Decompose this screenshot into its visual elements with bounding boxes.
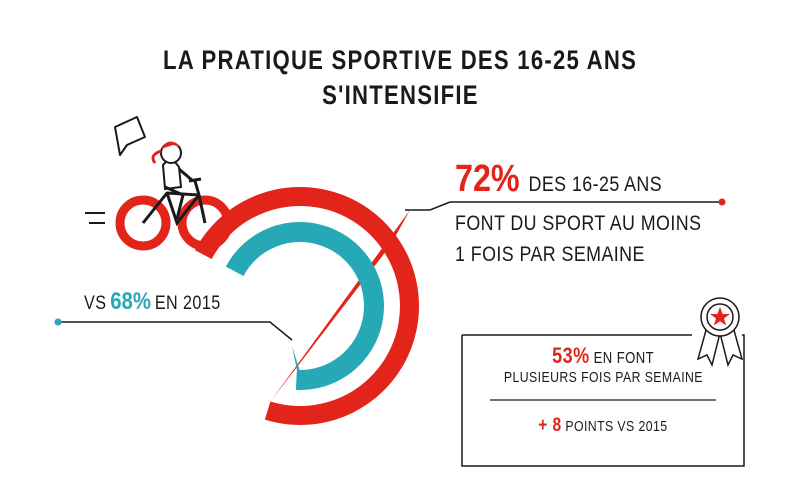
box-delta: + 8: [538, 415, 562, 436]
callout-dot-main: [718, 198, 726, 206]
callout-dot-compare: [54, 318, 62, 326]
stat-box: 53% EN FONT PLUSIEURS FOIS PAR SEMAINE +…: [462, 321, 744, 466]
callout-line-main: [405, 201, 720, 211]
stat-box-outline: [461, 334, 745, 467]
main-stat-line2: FONT DU SPORT AU MOINS: [455, 212, 702, 235]
main-stat-line3: 1 FOIS PAR SEMAINE: [455, 243, 645, 266]
arc-2025-wedge: [270, 210, 410, 402]
main-stat-label: DES 16-25 ANS: [528, 173, 663, 196]
page-title-line2: S'INTENSIFIE: [321, 80, 479, 110]
compare-stat-value: 68%: [110, 288, 152, 315]
box-delta-label: POINTS VS 2015: [565, 418, 668, 435]
callout-line-compare: [58, 321, 293, 341]
compare-stat-suffix: EN 2015: [154, 293, 221, 314]
arc-2015-wedge: [292, 346, 304, 384]
box-line2: PLUSIEURS FOIS PAR SEMAINE: [503, 369, 703, 386]
rosette-star-icon: [696, 297, 744, 368]
main-stat-value: 72%: [455, 158, 520, 200]
arc-2015: [225, 222, 384, 390]
compare-stat-prefix: VS: [84, 293, 107, 314]
page-title: LA PRATIQUE SPORTIVE DES 16-25 ANS: [162, 45, 638, 75]
main-stat: 72% DES 16-25 ANS: [455, 158, 699, 200]
box-label: EN FONT: [593, 350, 654, 367]
box-line3: + 8 POINTS VS 2015: [462, 415, 744, 437]
compare-stat: VS 68% EN 2015: [84, 288, 245, 316]
box-line1: 53% EN FONT: [462, 343, 744, 369]
box-value: 53%: [552, 343, 590, 368]
